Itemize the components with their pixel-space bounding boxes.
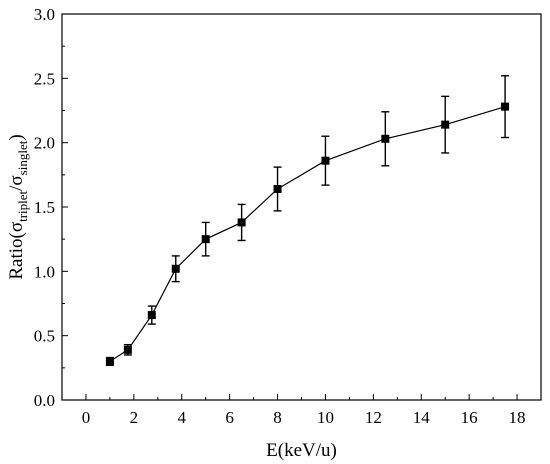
x-tick-label: 16 xyxy=(461,408,478,427)
x-tick-label: 12 xyxy=(365,408,382,427)
data-point xyxy=(171,264,180,273)
y-tick-label: 0.0 xyxy=(34,391,55,410)
y-title-suffix: ) xyxy=(6,134,27,140)
data-point xyxy=(321,156,330,165)
y-tick-label: 2.5 xyxy=(34,69,55,88)
x-tick-label: 0 xyxy=(82,408,91,427)
x-tick-label: 6 xyxy=(225,408,234,427)
data-point xyxy=(105,357,114,366)
y-tick-label: 3.0 xyxy=(34,5,55,24)
y-title-sub-triplet: triplet xyxy=(15,190,30,221)
x-tick-label: 18 xyxy=(509,408,526,427)
data-point xyxy=(381,134,390,143)
data-point xyxy=(123,345,132,354)
x-axis-title: E(keV/u) xyxy=(266,440,337,461)
x-tick-label: 10 xyxy=(317,408,334,427)
data-point xyxy=(201,235,210,244)
data-point xyxy=(273,184,282,193)
data-point xyxy=(147,311,156,320)
y-title-mid: /σ xyxy=(6,175,27,191)
y-tick-label: 1.0 xyxy=(34,262,55,281)
x-tick-label: 14 xyxy=(413,408,431,427)
y-axis: 0.0 0.5 1.0 1.5 2.0 2.5 3.0 xyxy=(34,5,68,410)
x-tick-label: 2 xyxy=(130,408,139,427)
y-tick-label: 2.0 xyxy=(34,134,55,153)
data-point xyxy=(441,120,450,129)
x-tick-label: 4 xyxy=(178,408,187,427)
y-tick-label: 1.5 xyxy=(34,198,55,217)
x-axis: 0 2 4 6 8 10 12 14 16 18 xyxy=(61,394,542,427)
data-point xyxy=(237,218,246,227)
y-tick-label: 0.5 xyxy=(34,327,55,346)
y-axis-title: Ratio(σtriplet/σsinglet) xyxy=(6,134,30,279)
y-title-sub-singlet: singlet xyxy=(15,140,30,175)
data-point xyxy=(501,102,510,111)
y-title-prefix: Ratio(σ xyxy=(6,222,27,280)
series-layer xyxy=(105,75,510,366)
x-tick-label: 8 xyxy=(273,408,282,427)
